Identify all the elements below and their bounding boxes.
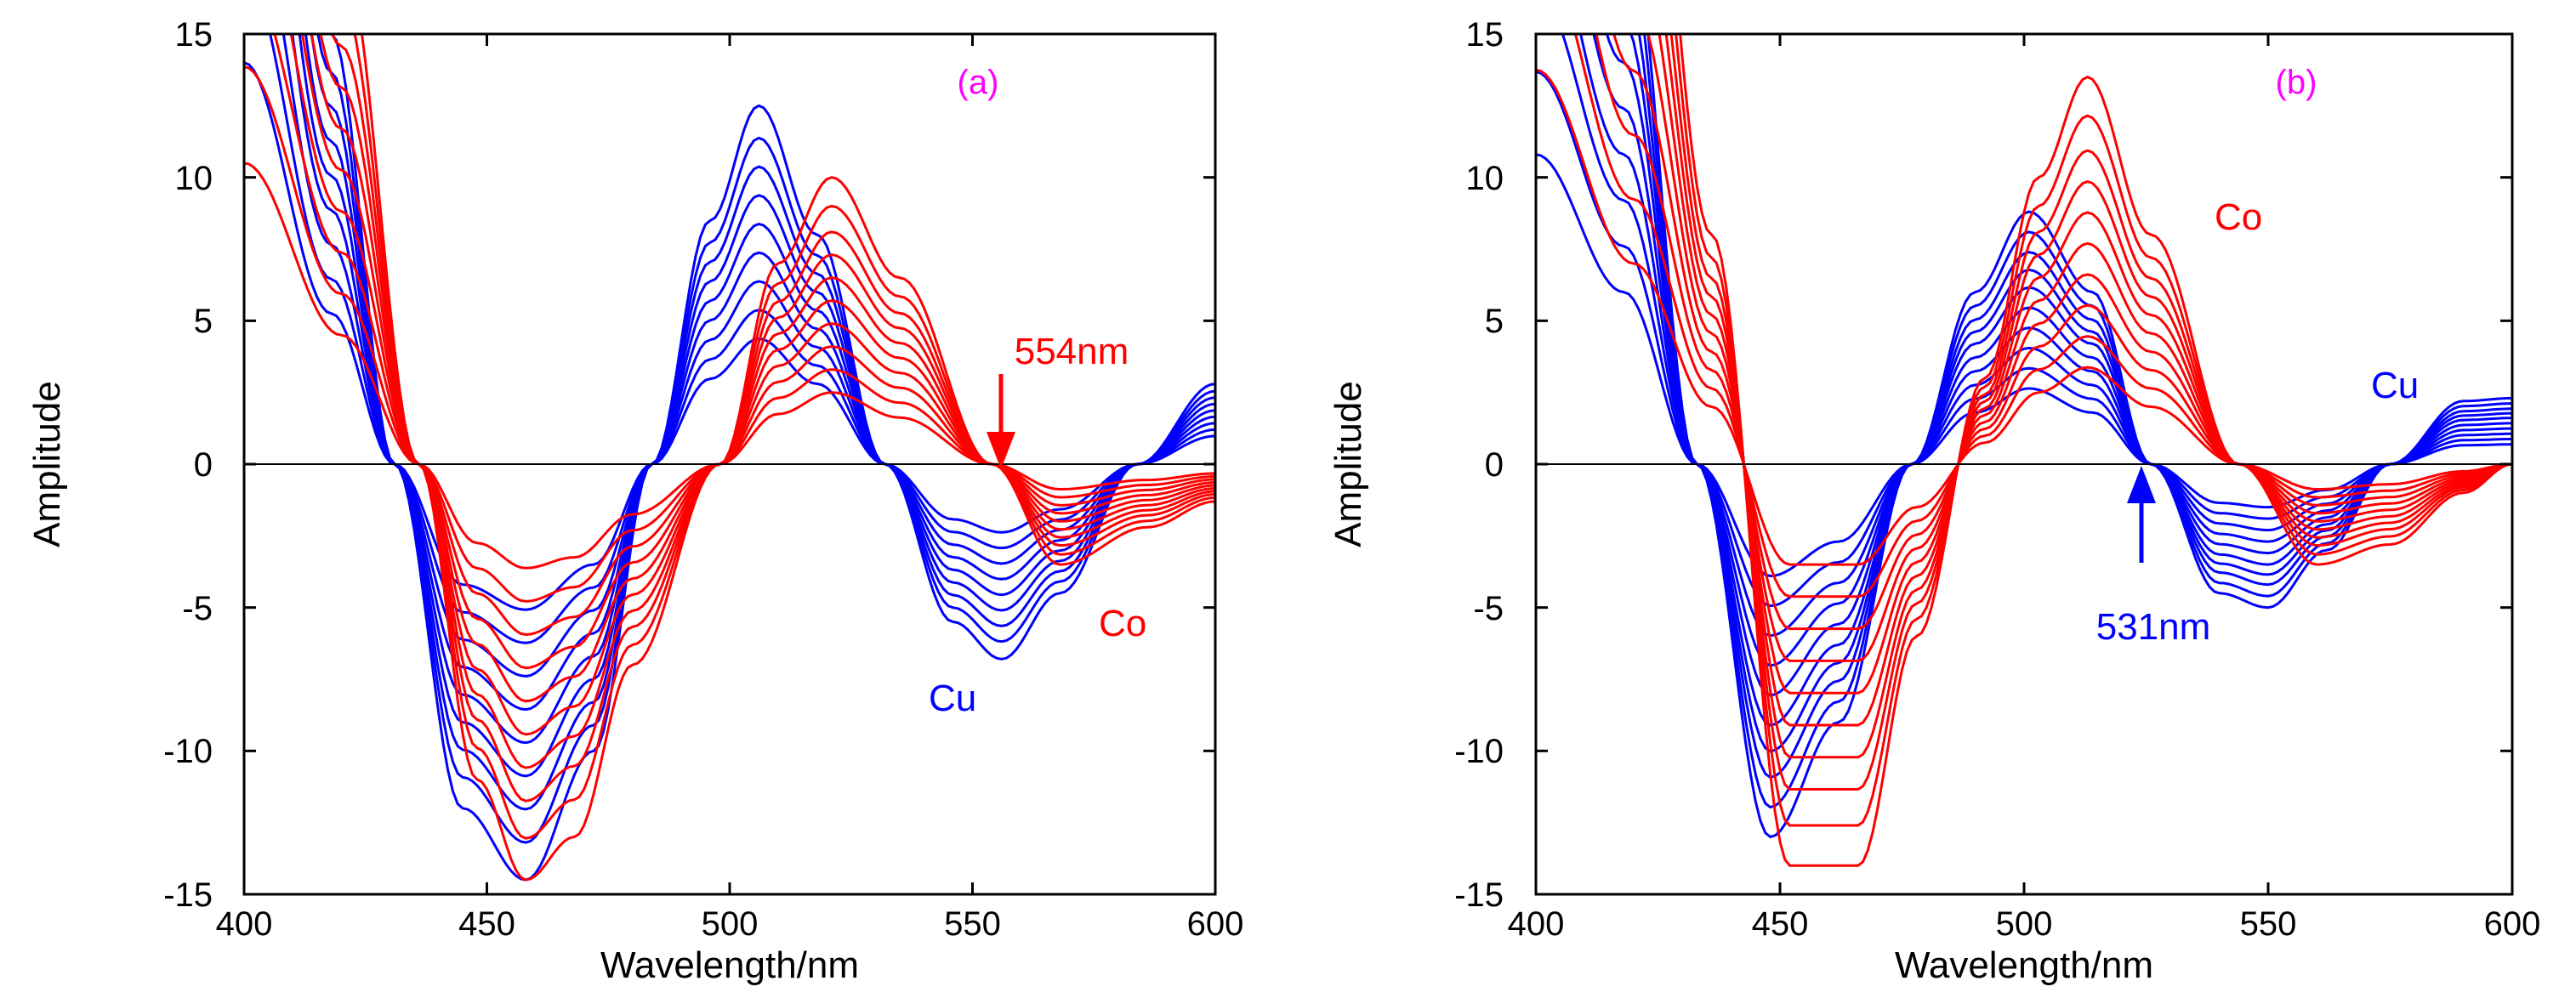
- co-series-line-6: [1658, 34, 2512, 727]
- co-series-group-b: [1536, 34, 2512, 867]
- x-tick-label: 550: [944, 905, 1001, 943]
- co-series-line-4: [1612, 34, 2512, 662]
- annotation-554nm: 554nm: [1015, 331, 1129, 372]
- axis-ticks-a: [242, 32, 1217, 896]
- x-tick-label: 450: [458, 905, 515, 943]
- panel-label-b: (b): [2276, 64, 2317, 101]
- cu-series-line-7: [1629, 34, 2512, 753]
- x-tick-label: 550: [2240, 905, 2297, 943]
- co-series-line-8: [1669, 34, 2512, 791]
- annotation-co-a: Co: [1099, 603, 1146, 644]
- x-axis-label: Wavelength/nm: [1895, 944, 2153, 986]
- co-series-line-3: [1595, 34, 2512, 631]
- y-tick-label: -15: [163, 876, 213, 914]
- co-series-line-9: [1675, 34, 2512, 827]
- annotation-co-b: Co: [2215, 196, 2262, 238]
- y-axis-label: Amplitude: [1328, 381, 1369, 547]
- panel-label-a: (a): [958, 64, 999, 101]
- annotation-cu-b: Cu: [2371, 365, 2419, 406]
- y-tick-label: 5: [1485, 303, 1504, 340]
- annotation-cu-a: Cu: [929, 678, 976, 719]
- co-series-line-10: [361, 34, 1215, 882]
- y-tick-label: 5: [194, 303, 213, 340]
- arrow-531nm-head: [2127, 466, 2156, 503]
- axis-ticks-b: [1534, 32, 2514, 896]
- y-tick-label: -10: [163, 733, 213, 770]
- x-tick-label: 400: [1508, 905, 1565, 943]
- co-series-line-9: [353, 34, 1215, 840]
- x-axis-label: Wavelength/nm: [600, 944, 859, 986]
- cu-series-line-9: [329, 34, 1215, 882]
- y-tick-label: -15: [1454, 876, 1504, 914]
- y-tick-label: 0: [194, 446, 213, 484]
- y-tick-label: -5: [1473, 590, 1504, 627]
- chart-panel-b: 400 450 500 550 600 -15 -10 -5 0 5 10 15…: [1328, 16, 2541, 986]
- x-tick-label: 450: [1752, 905, 1809, 943]
- x-tick-label: 400: [216, 905, 273, 943]
- y-axis-label: Amplitude: [26, 381, 68, 547]
- y-tick-label: 15: [175, 16, 213, 54]
- y-tick-label: -5: [182, 590, 213, 627]
- y-tick-label: 15: [1466, 16, 1504, 54]
- co-series-line-7: [1664, 34, 2512, 759]
- x-tick-label: 500: [702, 905, 759, 943]
- annotation-531nm: 531nm: [2096, 606, 2211, 648]
- co-series-line-10: [1679, 34, 2512, 867]
- x-tick-label: 600: [1187, 905, 1244, 943]
- curves-b: [1536, 34, 2512, 867]
- chart-panel-a: 400 450 500 550 600 -15 -10 -5 0 5 10 15…: [26, 16, 1244, 986]
- y-tick-label: 0: [1485, 446, 1504, 484]
- arrow-554nm-head: [987, 432, 1015, 469]
- co-series-group-a: [244, 34, 1215, 882]
- curves-a: [244, 34, 1215, 882]
- co-series-line-1: [1536, 68, 2512, 566]
- y-tick-label: 10: [175, 160, 213, 197]
- x-tick-label: 600: [2484, 905, 2541, 943]
- x-tick-label: 500: [1996, 905, 2053, 943]
- cu-series-group-a: [244, 34, 1215, 882]
- co-series-line-5: [1646, 34, 2512, 695]
- y-tick-label: -10: [1454, 733, 1504, 770]
- co-series-line-2: [1573, 34, 2512, 598]
- cu-series-line-7: [310, 34, 1215, 811]
- y-tick-label: 10: [1466, 160, 1504, 197]
